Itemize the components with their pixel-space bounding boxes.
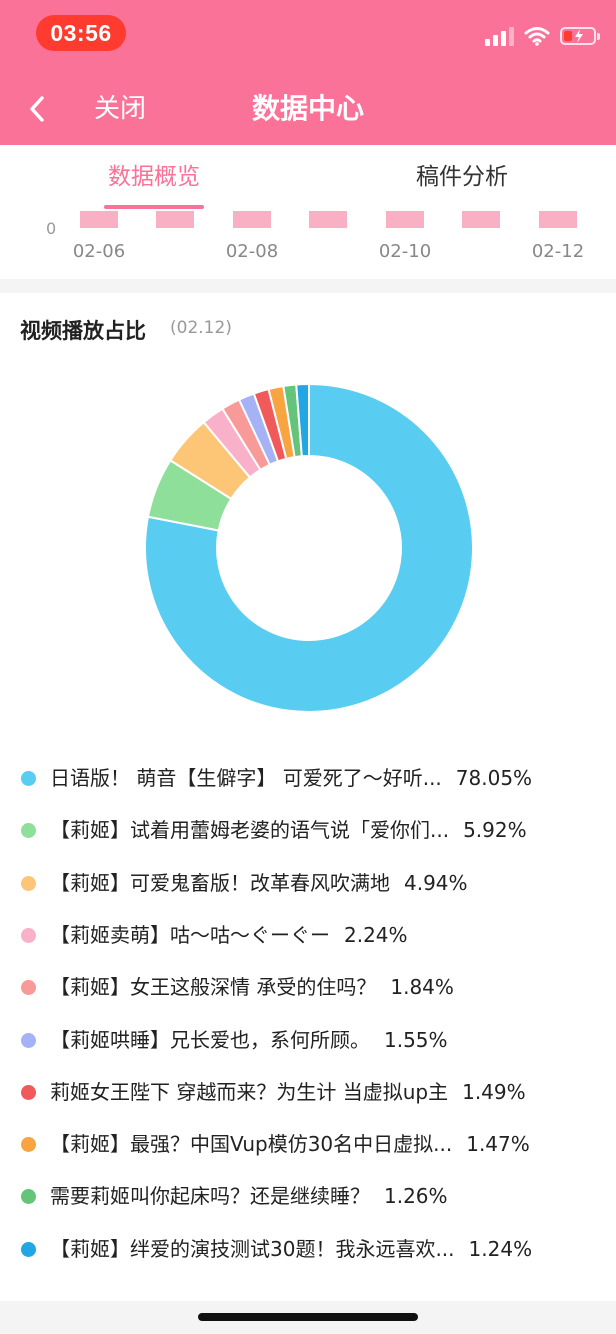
legend-label: 【莉姬】试着用蕾姆老婆的语气说「爱你们... [50,818,450,843]
legend-label: 【莉姬】可爱鬼畜版！改革春风吹满地 [50,870,390,895]
trend-chart: 0 02-06 02-08 02-10 02-12 [0,211,616,279]
back-chevron-icon[interactable] [24,92,54,126]
trend-bar [233,211,271,228]
legend-percent: 1.26% [384,1184,448,1209]
legend-color-dot-icon [21,823,36,839]
legend-percent: 1.47% [466,1132,530,1157]
legend-color-dot-icon [21,927,36,943]
tab-bar: 数据概览 稿件分析 [0,145,616,211]
legend-color-dot-icon [21,1032,36,1048]
legend-label: 莉姬女王陛下 穿越而来？为生计 当虚拟up主 [50,1079,449,1104]
pie-slice [145,384,473,712]
legend-percent: 5.92% [463,818,527,843]
tab-overview[interactable]: 数据概览 [108,164,200,190]
legend-item: 日语版！ 萌音【生僻字】 可爱死了～好听... 78.05% [0,758,616,798]
legend-item: 【莉姬】女王这般深情 承受的住吗？ 1.84% [0,967,616,1007]
tab-analysis[interactable]: 稿件分析 [416,164,508,190]
legend-percent: 2.24% [344,922,408,947]
legend-percent: 1.24% [468,1236,533,1261]
trend-bar [80,211,118,228]
legend-item: 【莉姬】最强？中国Vup模仿30名中日虚拟... 1.47% [0,1124,616,1164]
legend-label: 【莉姬】女王这般深情 承受的住吗？ [50,975,377,1000]
play-share-card: 视频播放占比 (02.12) 日语版！ 萌音【生僻字】 可爱死了～好听... 78… [0,293,616,1301]
status-icons [485,24,600,48]
x-tick-label: 02-12 [531,241,585,262]
legend-percent: 78.05% [455,766,533,790]
legend-item: 【莉姬】可爱鬼畜版！改革春风吹满地 4.94% [0,863,616,903]
close-button[interactable]: 关闭 [94,94,147,124]
status-time: 03:56 [36,15,126,51]
legend-color-dot-icon [21,771,36,786]
legend-percent: 1.55% [384,1027,448,1052]
trend-bar [309,211,347,228]
x-tick-label: 02-08 [225,241,279,262]
trend-bar [156,211,194,228]
page-title: 数据中心 [251,92,364,125]
trend-bar [386,211,424,228]
legend-percent: 1.84% [390,975,454,1000]
legend-color-dot-icon [21,1189,36,1205]
y-axis-zero-label: 0 [46,219,57,238]
legend-color-dot-icon [21,980,36,996]
legend-item: 【莉姬】绊爱的演技测试30题！我永远喜欢... 1.24% [0,1229,616,1269]
legend-color-dot-icon [21,1241,36,1257]
legend-item: 莉姬女王陛下 穿越而来？为生计 当虚拟up主 1.49% [0,1072,616,1112]
legend-color-dot-icon [21,1084,36,1100]
app-header: 03:56 关闭 数据中心 [0,0,616,145]
pie-title: 视频播放占比 [20,319,146,343]
legend-label: 日语版！ 萌音【生僻字】 可爱死了～好听... [50,766,442,790]
signal-icon [485,26,514,46]
legend-label: 【莉姬卖萌】咕～咕～ぐーぐー [50,922,330,947]
legend-percent: 4.94% [404,870,468,895]
pie-slice [295,384,310,458]
battery-icon [560,27,600,45]
legend-percent: 1.49% [462,1079,526,1104]
legend-item: 【莉姬哄睡】兄长爱也，系何所顾。 1.55% [0,1020,616,1060]
legend-item: 需要莉姬叫你起床吗？还是继续睡？ 1.26% [0,1176,616,1216]
legend-label: 需要莉姬叫你起床吗？还是继续睡？ [50,1184,370,1209]
trend-bar [539,211,577,228]
legend-color-dot-icon [21,1137,36,1153]
pie-date: (02.12) [170,318,232,338]
legend-label: 【莉姬哄睡】兄长爱也，系何所顾。 [50,1027,370,1052]
wifi-icon [524,27,550,46]
legend-item: 【莉姬卖萌】咕～咕～ぐーぐー 2.24% [0,915,616,955]
x-tick-label: 02-10 [378,241,432,262]
home-indicator [198,1313,418,1321]
x-tick-label: 02-06 [72,241,126,262]
legend-item: 【莉姬】试着用蕾姆老婆的语气说「爱你们... 5.92% [0,810,616,850]
legend-label: 【莉姬】最强？中国Vup模仿30名中日虚拟... [50,1132,453,1157]
tab-active-indicator [104,205,204,209]
legend-label: 【莉姬】绊爱的演技测试30题！我永远喜欢... [50,1236,455,1261]
legend-color-dot-icon [21,875,36,891]
donut-chart [145,384,473,712]
trend-bar [462,211,500,228]
